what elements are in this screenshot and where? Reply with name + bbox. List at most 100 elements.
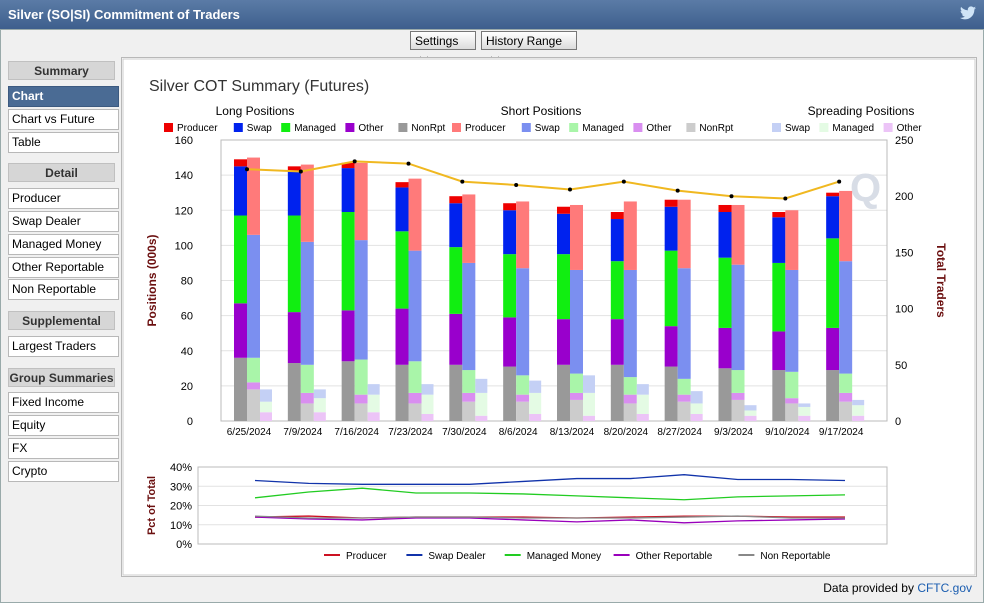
- spread-other-bar: [852, 415, 865, 421]
- long-producer-bar: [503, 203, 517, 211]
- sidebar-item-managed-money[interactable]: Managed Money: [8, 234, 119, 255]
- long-other-bar: [664, 326, 678, 367]
- x-tick-label: 6/25/2024: [227, 427, 272, 438]
- short-producer-bar: [354, 162, 368, 241]
- long-producer-bar: [557, 206, 570, 214]
- legend-swatch: [569, 123, 579, 132]
- total-traders-point: [406, 161, 411, 166]
- total-traders-point: [621, 179, 626, 184]
- short-managed-bar: [785, 371, 799, 399]
- short-swap-bar: [570, 269, 583, 374]
- short-nonrpt-bar: [570, 399, 583, 421]
- sidebar-item-table[interactable]: Table: [8, 132, 119, 153]
- pct-series-line: [254, 487, 846, 501]
- total-traders-point: [568, 187, 572, 192]
- legend-swatch: [772, 123, 781, 132]
- short-producer-bar: [516, 201, 530, 269]
- window-title: Silver (SO|SI) Commitment of Traders: [8, 7, 240, 22]
- short-other-bar: [623, 394, 637, 404]
- short-other-bar: [839, 392, 853, 402]
- total-traders-point: [729, 194, 734, 199]
- panel-inner-border: [122, 58, 976, 576]
- total-traders-point: [514, 182, 519, 187]
- y-axis-title: Positions (000s): [145, 234, 159, 326]
- sidebar-item-fixed-income[interactable]: Fixed Income: [8, 392, 119, 413]
- sidebar-item-crypto[interactable]: Crypto: [8, 461, 119, 482]
- pct-legend-label: Swap Dealer: [428, 551, 486, 562]
- history-range-dropdown[interactable]: History Range: [481, 31, 577, 63]
- sidebar-item-chart[interactable]: Chart: [8, 86, 119, 107]
- x-tick-label: 9/17/2024: [819, 427, 864, 438]
- sidebar-item-fx[interactable]: FX: [8, 438, 119, 459]
- spread-managed-bar: [798, 406, 811, 416]
- spread-other-bar: [690, 413, 703, 421]
- short-managed-bar: [570, 373, 583, 393]
- sidebar-item-other-reportable[interactable]: Other Reportable: [8, 257, 119, 278]
- short-producer-bar: [408, 178, 422, 251]
- long-nonrpt-bar: [503, 366, 517, 421]
- legend-entry-label: Swap: [785, 123, 810, 134]
- long-managed-bar: [718, 257, 732, 328]
- twitter-icon[interactable]: [960, 6, 976, 23]
- short-managed-bar: [300, 364, 314, 393]
- sidebar-item-producer[interactable]: Producer: [8, 188, 119, 209]
- long-nonrpt-bar: [287, 363, 301, 421]
- x-tick-label: 7/23/2024: [388, 427, 433, 438]
- legend-entry-label: Managed: [582, 123, 624, 134]
- long-producer-bar: [287, 166, 301, 172]
- long-managed-bar: [664, 250, 678, 327]
- long-managed-bar: [610, 261, 624, 320]
- short-producer-bar: [462, 194, 476, 263]
- x-tick-label: 8/20/2024: [604, 427, 649, 438]
- spread-other-bar: [313, 412, 326, 421]
- pct-series-line: [254, 516, 846, 524]
- x-tick-label: 7/9/2024: [283, 427, 322, 438]
- legend-entry-label: Swap: [247, 123, 272, 134]
- pct-legend-label: Producer: [346, 551, 387, 562]
- cftc-link[interactable]: CFTC.gov: [917, 581, 972, 595]
- y2-tick-label: 100: [895, 304, 913, 316]
- sidebar-item-chart-vs-future[interactable]: Chart vs Future: [8, 109, 119, 130]
- short-nonrpt-bar: [408, 403, 422, 421]
- sidebar-item-equity[interactable]: Equity: [8, 415, 119, 436]
- long-other-bar: [610, 319, 624, 365]
- footer-text: Data provided by: [823, 581, 914, 595]
- y-tick-label: 80: [181, 276, 193, 288]
- short-swap-bar: [408, 250, 422, 362]
- short-nonrpt-bar: [462, 401, 476, 421]
- long-producer-bar: [772, 212, 786, 218]
- spread-other-bar: [260, 412, 272, 421]
- total-traders-point: [675, 188, 680, 193]
- short-other-bar: [247, 382, 260, 390]
- short-managed-bar: [516, 375, 530, 395]
- long-nonrpt-bar: [826, 370, 840, 421]
- legend-entry-label: Managed: [832, 123, 874, 134]
- long-nonrpt-bar: [718, 368, 732, 421]
- long-nonrpt-bar: [449, 364, 463, 421]
- sidebar-item-largest-traders[interactable]: Largest Traders: [8, 336, 119, 357]
- y-tick-label: 140: [175, 170, 193, 182]
- total-traders-line: [246, 160, 840, 200]
- legend-swatch: [345, 123, 355, 132]
- short-other-bar: [785, 398, 799, 404]
- pct-legend-label: Managed Money: [527, 551, 602, 562]
- legend-entry-label: Other: [897, 123, 923, 134]
- long-swap-bar: [664, 206, 678, 251]
- spread-managed-bar: [260, 401, 272, 413]
- x-tick-label: 7/16/2024: [334, 427, 379, 438]
- sidebar-item-swap-dealer[interactable]: Swap Dealer: [8, 211, 119, 232]
- long-producer-bar: [341, 162, 355, 169]
- y-tick-label: 100: [175, 240, 193, 252]
- short-producer-bar: [247, 157, 260, 235]
- sidebar-item-non-reportable[interactable]: Non Reportable: [8, 279, 119, 300]
- short-managed-bar: [677, 378, 691, 395]
- short-swap-bar: [516, 268, 530, 376]
- spread-other-bar: [583, 415, 595, 421]
- spread-swap-bar: [367, 384, 380, 395]
- spread-swap-bar: [475, 378, 488, 393]
- legend-entry-label: NonRpt: [411, 123, 445, 134]
- long-producer-bar: [610, 212, 624, 220]
- settings-dropdown[interactable]: Settings: [410, 31, 476, 63]
- x-tick-label: 9/10/2024: [765, 427, 810, 438]
- total-traders-point: [298, 169, 303, 174]
